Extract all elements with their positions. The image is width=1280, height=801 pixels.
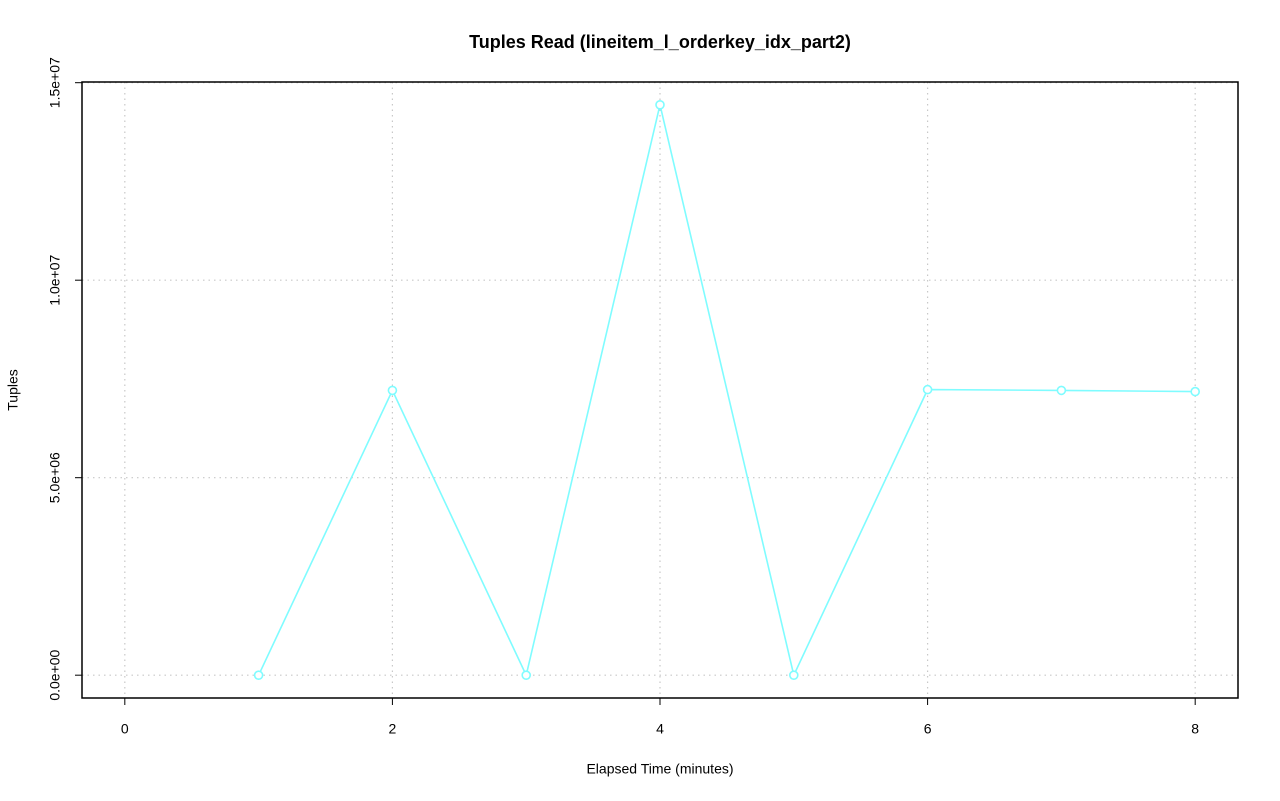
y-tick-label: 0.0e+00 — [47, 649, 63, 700]
data-point — [521, 670, 532, 680]
x-tick-label: 0 — [121, 721, 129, 737]
data-point — [253, 670, 264, 680]
data-point — [387, 385, 398, 396]
data-point — [922, 384, 933, 395]
data-point — [1190, 386, 1200, 397]
data-point — [1056, 385, 1067, 396]
x-axis-label: Elapsed Time (minutes) — [586, 761, 733, 777]
x-tick-label: 2 — [389, 721, 397, 737]
y-tick-label: 5.0e+06 — [47, 452, 63, 503]
y-tick-label: 1.0e+07 — [47, 254, 63, 305]
y-tick-label: 1.5e+07 — [47, 57, 63, 108]
x-tick-label: 4 — [656, 721, 664, 737]
y-axis-label: Tuples — [5, 369, 21, 411]
plot-area — [253, 100, 1200, 680]
chart-title: Tuples Read (lineitem_l_orderkey_idx_par… — [469, 32, 851, 52]
data-point — [655, 100, 665, 110]
data-line — [257, 104, 1196, 678]
x-tick-label: 6 — [924, 721, 932, 737]
data-point — [788, 670, 799, 680]
x-tick-label: 8 — [1191, 721, 1199, 737]
